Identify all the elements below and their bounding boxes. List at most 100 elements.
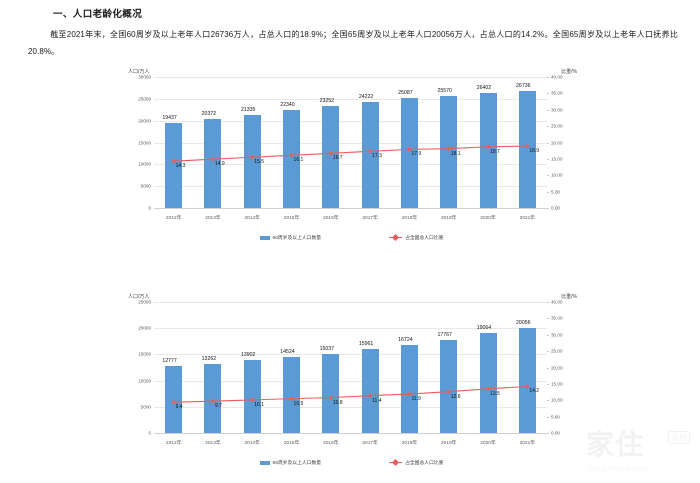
bar-value-label: 12777 <box>162 358 177 365</box>
y2-axis-tick-label: 5.00 <box>551 189 560 195</box>
site-watermark: 家住 深圳 bbs.szhome.com <box>584 421 696 475</box>
bar-cell: 24222 <box>350 77 389 208</box>
bar-value-label: 15037 <box>319 346 335 353</box>
bar[interactable] <box>322 354 340 433</box>
y2-tick-mark <box>547 367 549 369</box>
y2-axis-tick-label: 5.00 <box>551 414 560 420</box>
chart-2: 人口/万人 比重/% 0 5000 10000 15000 20000 25000 0.00… <box>124 293 579 483</box>
y2-axis-tick-label: 40.00 <box>551 74 563 80</box>
line-value-label: 10.5 <box>293 400 304 407</box>
legend-bar-swatch-icon <box>259 235 270 240</box>
bar-cell: 16724 <box>390 302 429 433</box>
y2-tick-mark <box>547 302 549 303</box>
watermark-text: 家住 <box>586 429 645 460</box>
bar[interactable] <box>400 345 418 433</box>
line-value-label: 18.9 <box>529 148 540 155</box>
y2-tick-mark <box>547 175 549 177</box>
bar[interactable] <box>283 356 301 433</box>
gridline <box>154 380 547 382</box>
line-value-label: 11.4 <box>372 397 382 404</box>
bar[interactable] <box>243 114 261 208</box>
x-axis-tick-label: 2017年 <box>362 216 378 221</box>
y-axis-tick-label: 15000 <box>138 351 151 357</box>
legend-bar-label: 65周岁及以上人口数量 <box>272 461 322 466</box>
legend-item-bar[interactable]: 60周岁及以上人口数量 <box>259 234 322 241</box>
y2-axis-tick-label: 10.00 <box>551 172 563 178</box>
y-axis-tick-label: 25000 <box>138 96 151 102</box>
y2-tick-mark <box>547 351 549 353</box>
y2-tick-mark <box>547 142 549 144</box>
bar[interactable] <box>400 98 418 208</box>
x-axis-tick-label: 2017年 <box>362 441 378 446</box>
bar[interactable] <box>479 333 497 433</box>
legend-item-bar[interactable]: 65周岁及以上人口数量 <box>259 459 322 466</box>
y2-tick-mark <box>547 77 549 78</box>
legend-line-label: 占全国总人口比重 <box>405 461 444 466</box>
bar[interactable] <box>165 123 183 208</box>
y-axis-tick-label: 5000 <box>140 404 151 410</box>
bar[interactable] <box>361 349 379 433</box>
bar-cell: 25087 <box>390 77 429 208</box>
bar[interactable] <box>204 363 222 433</box>
line-value-label: 12.6 <box>450 393 461 400</box>
y2-tick-mark <box>547 109 549 111</box>
x-axis-tick-label: 2012年 <box>165 441 182 446</box>
bar[interactable] <box>518 91 536 208</box>
legend-bar-label: 60周岁及以上人口数量 <box>272 236 322 241</box>
legend-bar-swatch-icon <box>259 460 270 465</box>
y-axis-tick-label: 20000 <box>138 325 151 331</box>
y-axis-tick-label: 0 <box>148 430 151 436</box>
x-axis-tick-label: 2014年 <box>244 216 260 221</box>
bar-cell: 25570 <box>429 77 468 208</box>
bar-value-label: 17767 <box>437 331 452 338</box>
bar-value-label: 25570 <box>437 88 452 95</box>
bar-cell: 19064 <box>468 302 507 433</box>
y-axis-tick-label: 15000 <box>138 140 151 145</box>
line-value-label: 9.4 <box>175 404 183 411</box>
chart-1-y2-axis-title: 比重/% <box>561 69 577 75</box>
bar-cell: 13262 <box>193 302 232 433</box>
bar[interactable] <box>243 360 261 433</box>
chart-2-y-axis-title: 人口/万人 <box>128 294 150 300</box>
bar-cell: 22340 <box>272 77 311 208</box>
bar-cell: 19437 <box>154 77 193 208</box>
bar-cell: 17767 <box>429 302 468 433</box>
bar[interactable] <box>204 119 222 208</box>
gridline <box>154 186 547 188</box>
legend-item-line[interactable]: 占全国总人口比重 <box>389 234 443 241</box>
bar[interactable] <box>322 106 340 208</box>
bar[interactable] <box>165 366 183 433</box>
chart-1-x-axis: 2012年 2013年 2014年 2015年 2016年 2017年 2018年 2019年… <box>154 214 547 221</box>
chart-1-legend: 60周岁及以上人口数量 占全国总人口比重 <box>124 234 579 241</box>
y2-tick-mark <box>547 158 549 160</box>
bar[interactable] <box>479 92 497 208</box>
y2-tick-mark <box>547 400 549 402</box>
y2-axis-tick-label: 30.00 <box>551 107 563 113</box>
bar-value-label: 23252 <box>319 98 335 105</box>
gridline <box>154 302 547 303</box>
bar-value-label: 13262 <box>201 355 217 362</box>
line-value-label: 10.8 <box>332 399 343 406</box>
y2-axis-tick-label: 25.00 <box>551 348 563 354</box>
bar-value-label: 26736 <box>516 83 531 90</box>
x-axis-tick-label: 2015年 <box>283 441 300 446</box>
bar[interactable] <box>518 327 536 433</box>
bar-value-label: 24222 <box>358 94 374 101</box>
bar[interactable] <box>440 339 458 433</box>
line-value-label: 17.9 <box>411 151 422 158</box>
bar-value-label: 21335 <box>240 106 256 113</box>
chart-2-legend: 65周岁及以上人口数量 占全国总人口比重 <box>124 459 579 466</box>
legend-item-line[interactable]: 占全国总人口比重 <box>389 459 443 466</box>
bar-value-label: 26402 <box>476 84 492 91</box>
gridline <box>154 208 547 209</box>
y2-axis-tick-label: 40.00 <box>551 299 563 305</box>
bar[interactable] <box>440 96 458 208</box>
gridline <box>154 354 547 356</box>
chart-2-plot-area: 0 5000 10000 15000 20000 25000 0.00 5.00 10.00 15… <box>138 300 562 436</box>
bar[interactable] <box>361 102 379 208</box>
x-axis-tick-label: 2018年 <box>401 216 418 221</box>
y-axis-tick-label: 30000 <box>138 74 151 80</box>
bar[interactable] <box>283 110 301 208</box>
gridline <box>154 433 547 434</box>
